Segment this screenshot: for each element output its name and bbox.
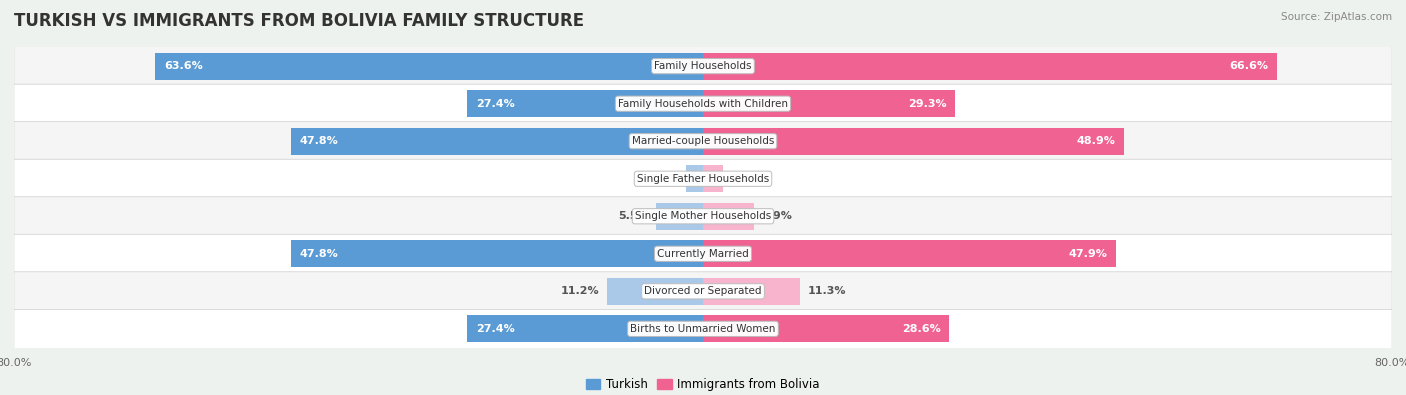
Bar: [155, 53, 703, 80]
Bar: [606, 278, 703, 305]
Text: 11.2%: 11.2%: [561, 286, 599, 296]
Text: 29.3%: 29.3%: [908, 99, 946, 109]
FancyBboxPatch shape: [14, 197, 1392, 236]
FancyBboxPatch shape: [14, 234, 1392, 273]
Text: 2.0%: 2.0%: [648, 174, 679, 184]
Text: Divorced or Separated: Divorced or Separated: [644, 286, 762, 296]
Bar: [703, 90, 955, 117]
Bar: [655, 203, 703, 230]
Bar: [703, 128, 1125, 155]
Bar: [703, 53, 1277, 80]
Text: Source: ZipAtlas.com: Source: ZipAtlas.com: [1281, 12, 1392, 22]
Text: 47.9%: 47.9%: [1069, 249, 1107, 259]
FancyBboxPatch shape: [14, 159, 1392, 198]
Text: Single Mother Households: Single Mother Households: [636, 211, 770, 221]
Bar: [291, 128, 703, 155]
Text: 2.3%: 2.3%: [730, 174, 761, 184]
Text: Family Households: Family Households: [654, 61, 752, 71]
FancyBboxPatch shape: [14, 84, 1392, 123]
Text: 47.8%: 47.8%: [299, 249, 339, 259]
Bar: [686, 165, 703, 192]
Bar: [291, 240, 703, 267]
Text: 27.4%: 27.4%: [475, 324, 515, 334]
Text: 28.6%: 28.6%: [901, 324, 941, 334]
Text: Currently Married: Currently Married: [657, 249, 749, 259]
FancyBboxPatch shape: [14, 309, 1392, 348]
Text: Married-couple Households: Married-couple Households: [631, 136, 775, 146]
Bar: [703, 315, 949, 342]
Text: TURKISH VS IMMIGRANTS FROM BOLIVIA FAMILY STRUCTURE: TURKISH VS IMMIGRANTS FROM BOLIVIA FAMIL…: [14, 12, 583, 30]
Bar: [703, 203, 754, 230]
Text: 66.6%: 66.6%: [1229, 61, 1268, 71]
Text: 5.5%: 5.5%: [619, 211, 648, 221]
Text: Births to Unmarried Women: Births to Unmarried Women: [630, 324, 776, 334]
Legend: Turkish, Immigrants from Bolivia: Turkish, Immigrants from Bolivia: [581, 373, 825, 395]
Bar: [703, 240, 1115, 267]
Bar: [467, 90, 703, 117]
Bar: [703, 278, 800, 305]
FancyBboxPatch shape: [14, 272, 1392, 311]
FancyBboxPatch shape: [14, 47, 1392, 86]
Text: 47.8%: 47.8%: [299, 136, 339, 146]
Text: 5.9%: 5.9%: [761, 211, 792, 221]
FancyBboxPatch shape: [14, 122, 1392, 161]
Text: Family Households with Children: Family Households with Children: [619, 99, 787, 109]
Bar: [467, 315, 703, 342]
Text: 11.3%: 11.3%: [807, 286, 845, 296]
Text: Single Father Households: Single Father Households: [637, 174, 769, 184]
Text: 48.9%: 48.9%: [1077, 136, 1115, 146]
Bar: [703, 165, 723, 192]
Text: 63.6%: 63.6%: [165, 61, 202, 71]
Text: 27.4%: 27.4%: [475, 99, 515, 109]
